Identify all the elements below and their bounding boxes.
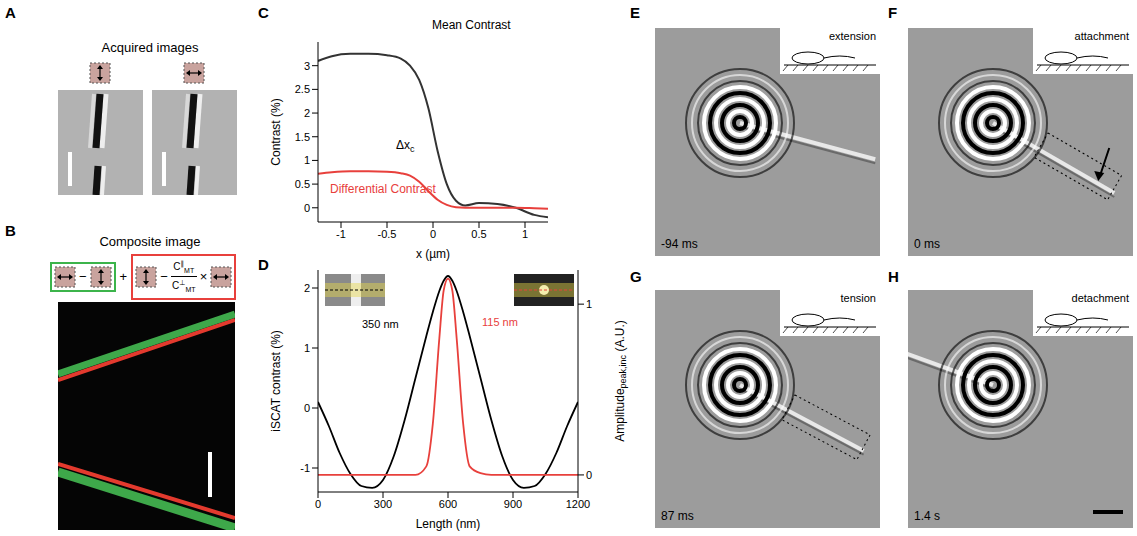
svg-text:1: 1 [522,228,528,240]
html-text:B: B [5,222,16,239]
svg-text:0.5: 0.5 [471,228,486,240]
svg-text:0.5: 0.5 [295,178,310,190]
html-text:Δxc: Δxc [396,138,415,155]
svg-text:x (µm): x (µm) [416,247,450,261]
html-text:Composite image: Composite image [99,234,201,249]
html-text:115 nm: 115 nm [482,316,518,328]
html-text:attachment: attachment [1074,30,1129,42]
svg-text:1: 1 [586,298,592,310]
html-text:87 ms: 87 ms [661,509,694,523]
html-text:1.4 s: 1.4 s [914,509,940,523]
svg-text:-1: -1 [336,228,346,240]
html-text:detachment: detachment [1071,292,1129,304]
svg-text:0: 0 [315,498,321,510]
html-text:C∥: C∥ [173,260,185,273]
svg-text:600: 600 [439,498,457,510]
html-text:Mean Contrast: Mean Contrast [432,18,511,32]
svg-text:1.5: 1.5 [295,131,310,143]
svg-text:300: 300 [374,498,392,510]
html-text:G: G [630,268,642,285]
html-text:E: E [630,4,640,21]
html-text:C: C [258,4,269,21]
html-text:MT: MT [185,286,196,294]
html-text:D: D [258,256,269,273]
html-text:0 ms: 0 ms [914,237,940,251]
svg-text:900: 900 [504,498,522,510]
svg-text:2.5: 2.5 [295,83,310,95]
svg-text:-0.5: -0.5 [378,228,397,240]
html-text:F: F [888,4,898,21]
svg-text:1: 1 [304,154,310,166]
html-text:MT: MT [184,267,195,275]
svg-text:1: 1 [304,342,310,354]
html-text:C⊥: C⊥ [172,279,186,292]
svg-text:3: 3 [304,60,310,72]
svg-text:0: 0 [304,402,310,414]
svg-text:Length (nm): Length (nm) [416,517,481,531]
svg-text:iSCAT contrast (%): iSCAT contrast (%) [269,330,283,432]
svg-text:Contrast (%): Contrast (%) [269,98,283,165]
svg-text:0: 0 [304,202,310,214]
svg-text:-1: -1 [300,462,310,474]
html-text:A: A [5,4,16,21]
svg-text:Amplitudepeak,inc (A.U.): Amplitudepeak,inc (A.U.) [613,320,628,442]
html-text:H: H [888,268,899,285]
html-text:extension: extension [828,30,876,42]
svg-text:0: 0 [586,469,592,481]
html-text:tension: tension [840,292,876,304]
html-text:-94 ms: -94 ms [661,237,698,251]
svg-text:0: 0 [430,228,436,240]
html-text:Differential Contrast: Differential Contrast [330,182,436,196]
svg-text:1200: 1200 [566,498,590,510]
svg-text:2: 2 [304,107,310,119]
svg-text:2: 2 [304,282,310,294]
html-text:Acquired images: Acquired images [101,40,199,55]
html-text:350 nm: 350 nm [362,318,399,330]
